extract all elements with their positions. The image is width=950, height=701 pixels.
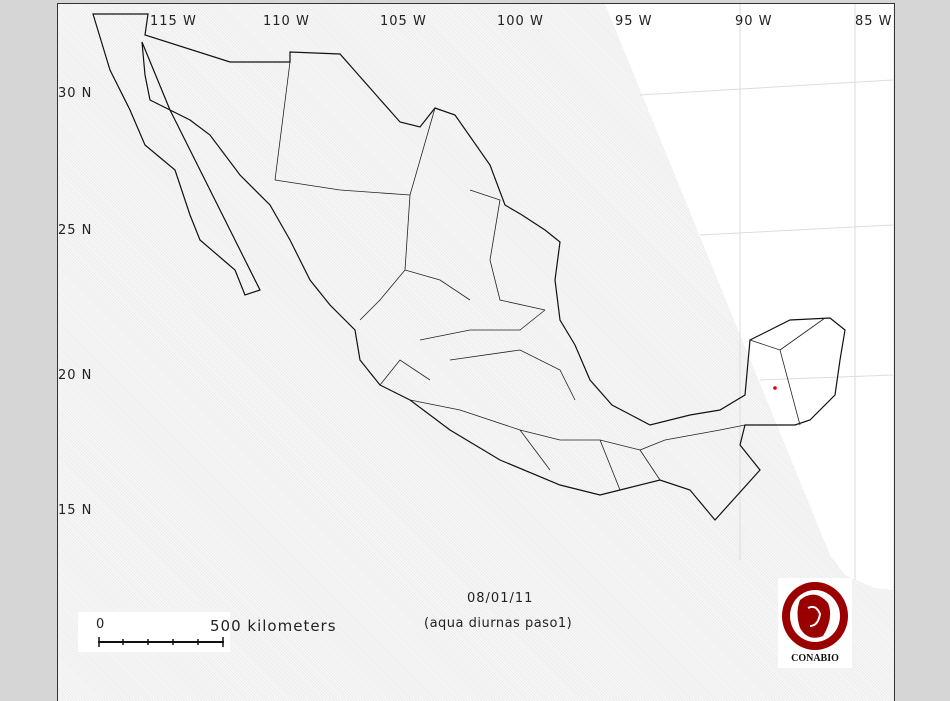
- lon-label: 95 W: [615, 14, 653, 29]
- lat-label: 30 N: [58, 86, 93, 101]
- scale-bar: 0 500 kilometers: [78, 612, 336, 652]
- scale-start: 0: [96, 617, 106, 632]
- scale-end: 500 kilometers: [210, 617, 337, 635]
- mexico-outline: [92, 13, 846, 521]
- swath-clear-region: [605, 4, 893, 590]
- graticule: [639, 4, 894, 580]
- logo-text: CONABIO: [791, 653, 839, 664]
- map-subtitle: (aqua diurnas paso1): [424, 616, 573, 631]
- lon-label: 85 W: [855, 14, 893, 29]
- lon-label: 110 W: [263, 14, 310, 29]
- lon-label: 100 W: [497, 14, 544, 29]
- lon-label: 90 W: [735, 14, 773, 29]
- lon-label: 115 W: [150, 14, 197, 29]
- lat-label: 15 N: [58, 503, 93, 518]
- map-date: 08/01/11: [467, 591, 534, 606]
- scale-ruler: [98, 637, 224, 647]
- lat-label: 20 N: [58, 368, 93, 383]
- conabio-logo: CONABIO: [778, 578, 852, 668]
- lon-label: 105 W: [380, 14, 427, 29]
- fire-hotspot: [773, 386, 777, 390]
- state-borders: [274, 61, 826, 491]
- lat-label: 25 N: [58, 223, 93, 238]
